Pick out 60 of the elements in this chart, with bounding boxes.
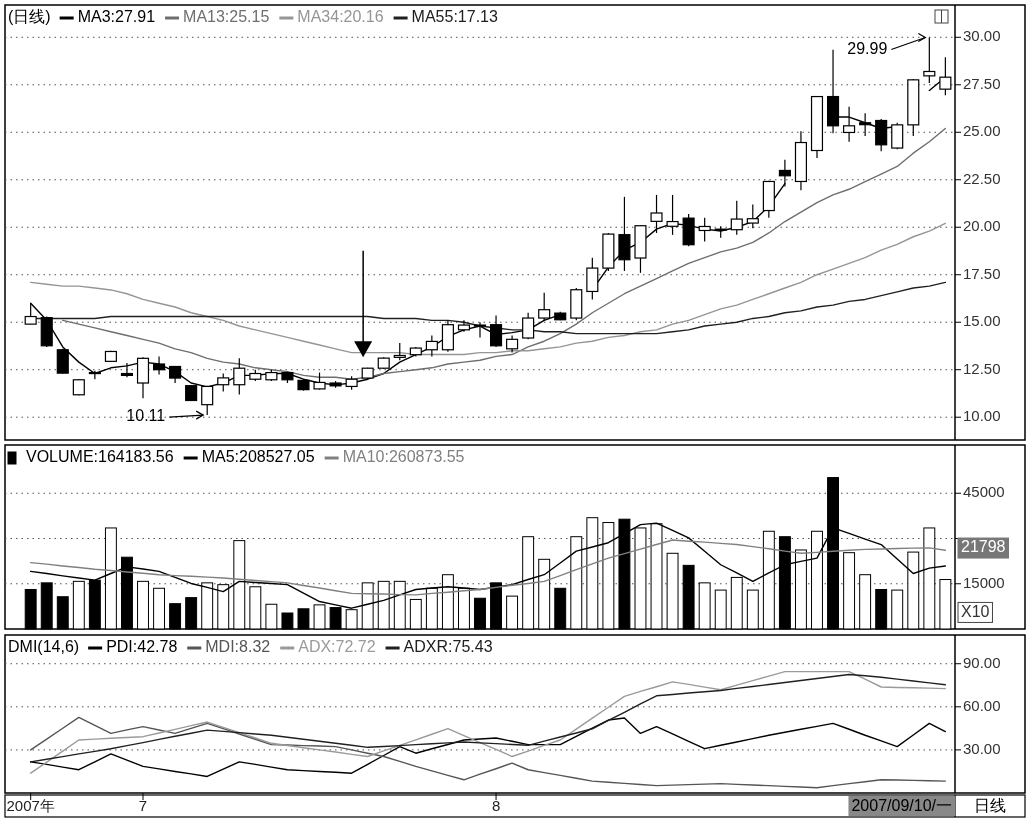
annotation: 29.99 [847,39,888,57]
candlestick [522,312,535,340]
candlestick [120,362,134,378]
y-tick-label: 25.00 [963,122,1001,140]
y-tick-label: 30.00 [963,27,1001,45]
y-tick-label: 60.00 [963,696,1001,714]
y-tick-label: 20.00 [963,217,1001,235]
candlestick [473,321,487,339]
text: 日线 [974,797,1006,815]
y-tick-label: 17.50 [963,264,1001,282]
chart-title: DMI(14,6) [8,638,80,656]
y-tick-label: 12.50 [963,359,1001,377]
y-tick-label: 10.00 [963,407,1001,425]
candlestick [778,159,791,188]
legend-label: MA10:260873.55 [342,448,465,466]
candlestick [859,112,872,137]
candlestick [88,370,101,380]
chart-title: (日线) [8,8,51,26]
y-tick-label: 15000 [963,573,1005,591]
legend-label: ADXR:75.43 [403,638,493,656]
legend-label: MA13:25.15 [183,8,270,26]
candlestick [489,314,503,348]
line-series [29,539,947,596]
annotation: 10.11 [126,407,166,425]
x-tick-label: 8 [491,796,501,814]
y-tick-label: 27.50 [963,74,1001,92]
candlestick [153,355,166,376]
y-tick-label: 45000 [963,483,1005,501]
legend-label: ADX:72.72 [298,638,376,656]
x-tick-label: 7 [138,796,148,814]
candlestick [586,257,599,301]
candlestick [698,217,711,243]
y-tick-label: 22.50 [963,169,1001,187]
line-series [62,127,947,380]
text: 21798 [961,538,1006,556]
candlestick [425,334,438,358]
y-tick-label: 30.00 [963,739,1001,757]
legend-label: MA3:27.91 [77,8,156,26]
candlestick [56,348,69,375]
legend-label: PDI:42.78 [106,638,178,656]
legend-label: MA55:17.13 [411,8,498,26]
legend-label: MA5:208527.05 [201,448,315,466]
text: 2007/09/10/一 [851,797,952,815]
candlestick [538,292,551,321]
candlestick [923,36,936,84]
line-series [29,222,947,356]
candlestick [730,200,743,236]
legend-label: MDI:8.32 [205,638,271,656]
y-tick-label: 15.00 [963,312,1001,330]
candlestick [891,122,904,150]
legend-label: MA34:20.16 [297,8,384,26]
line-series [29,717,947,778]
legend-label: VOLUME:164183.56 [26,448,174,466]
text: X10 [961,602,990,620]
x-tick-label: 2007年 [6,796,55,814]
candlestick [843,106,856,143]
candlestick [746,203,759,229]
y-tick-label: 90.00 [963,653,1001,671]
candlestick [650,194,663,234]
candlestick [666,194,679,236]
